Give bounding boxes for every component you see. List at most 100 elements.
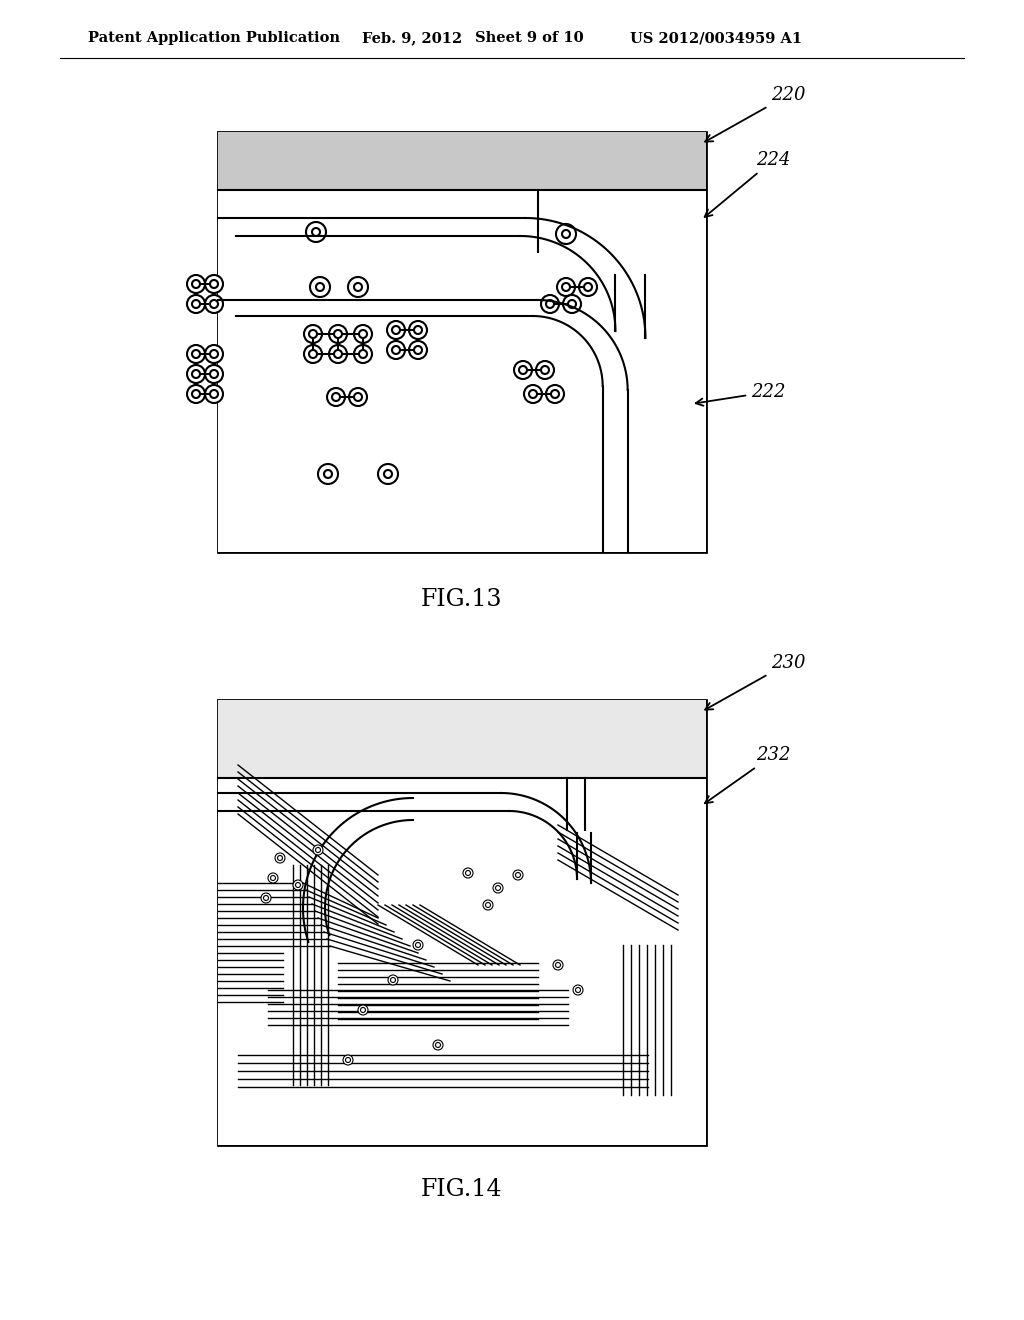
Circle shape (515, 873, 520, 878)
Text: FIG.14: FIG.14 (421, 1179, 503, 1201)
Text: US 2012/0034959 A1: US 2012/0034959 A1 (630, 30, 802, 45)
Bar (218, 700, 706, 777)
Circle shape (387, 321, 406, 339)
Circle shape (392, 326, 400, 334)
Circle shape (205, 366, 223, 383)
Circle shape (345, 1057, 350, 1063)
Circle shape (414, 346, 422, 354)
Circle shape (334, 330, 342, 338)
Circle shape (513, 870, 523, 880)
Circle shape (293, 880, 303, 890)
Circle shape (483, 900, 493, 909)
Bar (218, 777, 706, 1144)
Circle shape (416, 942, 421, 948)
Circle shape (573, 985, 583, 995)
Text: 222: 222 (695, 383, 785, 405)
Circle shape (187, 345, 205, 363)
Circle shape (349, 388, 367, 407)
Circle shape (315, 847, 321, 853)
Circle shape (334, 350, 342, 358)
Circle shape (268, 873, 278, 883)
Circle shape (306, 222, 326, 242)
Circle shape (296, 883, 300, 887)
Circle shape (409, 341, 427, 359)
Circle shape (524, 385, 542, 403)
Circle shape (278, 855, 283, 861)
Text: Sheet 9 of 10: Sheet 9 of 10 (475, 30, 584, 45)
Circle shape (563, 294, 581, 313)
Circle shape (359, 330, 367, 338)
Circle shape (360, 1007, 366, 1012)
Text: 230: 230 (706, 653, 806, 710)
Circle shape (378, 465, 398, 484)
Circle shape (205, 345, 223, 363)
Circle shape (568, 300, 575, 308)
Circle shape (261, 894, 271, 903)
Circle shape (205, 294, 223, 313)
Circle shape (556, 224, 575, 244)
Circle shape (205, 275, 223, 293)
Circle shape (187, 366, 205, 383)
Circle shape (193, 300, 200, 308)
Circle shape (584, 282, 592, 290)
Bar (218, 190, 706, 552)
Circle shape (514, 360, 532, 379)
Circle shape (392, 346, 400, 354)
Circle shape (332, 393, 340, 401)
Circle shape (193, 389, 200, 399)
Circle shape (358, 1005, 368, 1015)
Circle shape (313, 845, 323, 855)
Circle shape (309, 330, 317, 338)
Circle shape (359, 350, 367, 358)
Circle shape (546, 385, 564, 403)
Circle shape (354, 282, 362, 290)
Circle shape (263, 895, 268, 900)
Circle shape (562, 230, 570, 238)
Bar (218, 132, 706, 552)
Circle shape (387, 341, 406, 359)
Circle shape (466, 870, 470, 875)
Circle shape (433, 1040, 443, 1049)
Circle shape (210, 350, 218, 358)
Circle shape (519, 366, 527, 374)
Circle shape (557, 279, 575, 296)
Circle shape (309, 350, 317, 358)
Circle shape (327, 388, 345, 407)
Circle shape (270, 875, 275, 880)
Circle shape (485, 903, 490, 908)
Circle shape (579, 279, 597, 296)
Circle shape (324, 470, 332, 478)
Circle shape (384, 470, 392, 478)
Circle shape (354, 325, 372, 343)
Circle shape (463, 869, 473, 878)
Circle shape (541, 366, 549, 374)
Circle shape (343, 1055, 353, 1065)
Circle shape (210, 370, 218, 378)
Circle shape (329, 345, 347, 363)
Circle shape (413, 940, 423, 950)
Circle shape (329, 325, 347, 343)
Circle shape (553, 960, 563, 970)
Circle shape (562, 282, 570, 290)
Circle shape (304, 345, 322, 363)
Circle shape (493, 883, 503, 894)
Circle shape (555, 962, 560, 968)
Circle shape (193, 370, 200, 378)
Circle shape (210, 280, 218, 288)
Circle shape (316, 282, 324, 290)
Circle shape (496, 886, 501, 891)
Circle shape (210, 389, 218, 399)
Circle shape (193, 280, 200, 288)
Circle shape (210, 300, 218, 308)
Circle shape (388, 975, 398, 985)
Text: Patent Application Publication: Patent Application Publication (88, 30, 340, 45)
Circle shape (390, 978, 395, 982)
Circle shape (435, 1043, 440, 1048)
Circle shape (541, 294, 559, 313)
Circle shape (205, 385, 223, 403)
Circle shape (187, 385, 205, 403)
Circle shape (193, 350, 200, 358)
Text: 224: 224 (705, 150, 791, 216)
Circle shape (575, 987, 581, 993)
Circle shape (275, 853, 285, 863)
